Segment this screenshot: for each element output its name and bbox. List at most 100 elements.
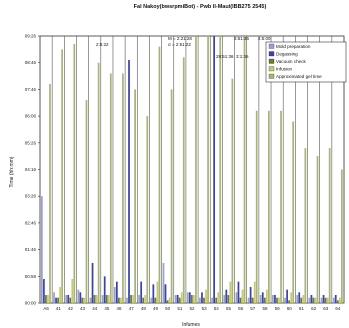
bar-5-52 [195,36,197,303]
bar-1-47 [126,297,128,303]
x-tick-label: 55 [226,306,232,311]
bar-4-52 [193,294,195,303]
x-tick-label: 54 [214,306,220,311]
y-tick-label: 02:46 [25,220,37,225]
legend-entry: Approximated gel time [276,74,322,79]
bar-3-57 [251,297,254,303]
bar-2-47 [128,60,130,303]
bar-3-55 [227,294,230,303]
x-tick-label: 49 [153,306,159,311]
bar-1-42 [65,294,68,303]
bar-4-64 [338,297,341,303]
y-tick-label: 05:26 [25,140,37,145]
bar-3-61 [300,297,303,303]
bar-5-54 [219,36,222,303]
bar-5-48 [146,116,149,303]
x-tick-label: 64 [335,306,341,311]
bar-5-62 [316,156,319,303]
x-tick-label: 62 [311,306,317,311]
bar-5-45 [109,73,112,303]
bar-1-60 [284,297,286,303]
bar-2-45 [103,276,106,303]
bar-2-48 [140,281,143,303]
legend-swatch [268,66,275,72]
bar-5-43 [85,100,88,303]
bar-2-51 [176,294,179,303]
bar-2-59 [274,294,276,303]
bar-2-42 [67,294,70,303]
annotations: 2:5:22 M = 2:21:28 σ = 2:51:22 3:51:36 2… [96,36,271,59]
x-tick-label: 52 [189,306,195,311]
bar-4-43 [83,297,86,303]
bar-5-58 [268,110,270,303]
y-tick-label: 07:46 [25,87,37,92]
bar-2-44 [91,262,94,303]
y-axis-label: Time (hh:mm) [9,156,15,187]
bar-5-61 [304,148,307,303]
bar-3-60 [288,300,290,303]
x-tick-label: 43 [80,306,86,311]
bar-5-47 [134,89,136,304]
bar-1-49 [150,297,153,303]
bar-3-44 [93,294,96,303]
legend-swatch [268,43,275,49]
bar-4-44 [95,294,98,303]
x-tick-label: 56 [238,306,244,311]
x-tick-label: 45 [104,306,110,311]
bar-2-56 [237,281,240,303]
bar-3-49 [154,297,157,303]
bar-4-54 [217,292,220,303]
bar-1-55 [223,294,226,303]
bar-3-56 [239,297,242,303]
bar-1-62 [308,297,311,303]
bar-3-47 [130,294,132,303]
legend-swatch [268,58,275,64]
x-tick-label: 63 [323,306,329,311]
x-tick-label: A6 [43,306,49,311]
bar-1-53 [199,297,201,303]
bar-5-56 [243,36,246,303]
bar-2-55 [225,289,228,303]
bar-4-49 [156,281,159,303]
bar-2-54 [213,36,216,303]
annotation: 28:51:36 [216,54,234,59]
bar-1-52 [186,292,189,303]
bar-2-62 [310,294,313,303]
bar-3-51 [178,297,181,303]
bar-4-55 [229,281,232,303]
bar-3-53 [203,297,205,303]
x-tick-label: 57 [250,306,256,311]
legend-entry: Degassing [276,52,298,57]
x-tick-label: 44 [92,306,98,311]
bar-4-56 [241,289,244,303]
bar-1-41 [53,292,55,303]
bar-4-47 [132,294,134,303]
y-tick-label: 01:46 [25,247,37,252]
bar-3-42 [69,297,72,303]
legend-swatch [268,73,275,79]
bar-4-A6 [47,294,49,303]
bar-1-45 [101,294,104,303]
bar-4-51 [180,292,183,303]
bar-3-46 [118,297,120,303]
y-tick-label: 03:26 [25,194,37,199]
bar-5-44 [97,62,100,304]
bar-3-48 [142,297,145,303]
bar-3-59 [276,297,278,303]
x-tick-label: 51 [177,306,183,311]
annotation: 2:5:22 [96,42,109,47]
bar-5-63 [328,148,331,303]
bar-5-51 [182,57,185,303]
bar-5-53 [207,36,209,303]
bar-3-63 [324,297,327,303]
bar-1-50 [162,262,165,303]
bar-4-46 [120,297,122,303]
bar-2-58 [261,292,264,303]
legend-entry: Infusion [276,67,293,72]
legend-entry: Mold preparation [276,44,311,49]
y-tick-label: 00:58 [25,274,37,279]
bar-3-43 [81,297,84,303]
y-tick-label: 04:16 [25,167,37,172]
bar-5-59 [280,110,282,303]
